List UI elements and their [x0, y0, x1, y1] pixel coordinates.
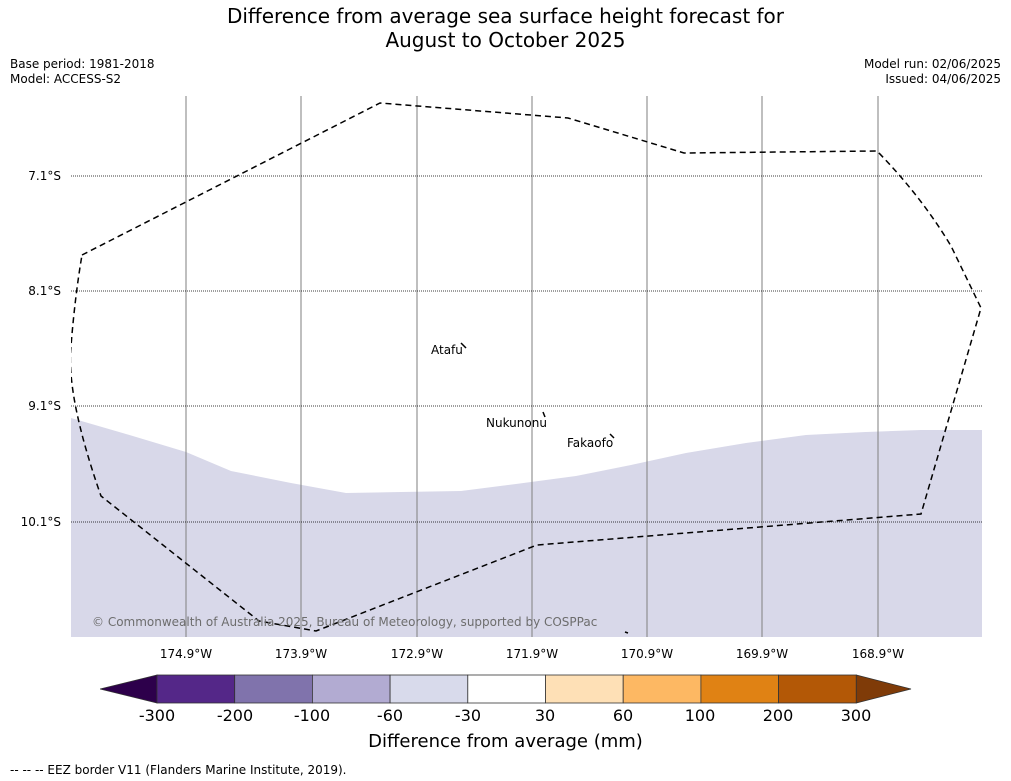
colorbar-seg-4 [389, 674, 469, 704]
lon-label-171-9: 171.9°W [505, 647, 559, 661]
cb-tick-100: 100 [684, 706, 716, 725]
lat-label-10-1: 10.1°S [20, 515, 61, 529]
eez-border [71, 102, 982, 632]
lon-label-172-9: 172.9°W [390, 647, 444, 661]
place-fakaofo: Fakaofo [567, 436, 614, 450]
base-period: Base period: 1981-2018 [10, 57, 155, 71]
model-name: Model: ACCESS-S2 [10, 72, 122, 86]
place-nukunonu: Nukunonu [486, 416, 547, 430]
map-area[interactable] [71, 96, 982, 637]
cb-tick-200: 200 [762, 706, 794, 725]
lon-label-174-9: 174.9°W [159, 647, 213, 661]
colorbar-seg-8 [700, 674, 780, 704]
colorbar-seg-7 [622, 674, 702, 704]
copyright-credit: © Commonwealth of Australia 2025, Bureau… [92, 615, 598, 629]
model-run: Model run: 02/06/2025 [863, 57, 1001, 71]
cb-tick-300: 300 [840, 706, 872, 725]
lon-label-173-9: 173.9°W [274, 647, 328, 661]
eez-legend: -- -- -- EEZ border V11 (Flanders Marine… [10, 763, 347, 777]
colorbar-extend-low [100, 674, 158, 704]
meta-left: Base period: 1981-2018 Model: ACCESS-S2 [10, 57, 155, 87]
lon-label-169-9: 169.9°W [735, 647, 789, 661]
issued-date: Issued: 04/06/2025 [885, 72, 1001, 86]
lon-label-168-9: 168.9°W [851, 647, 905, 661]
title-line-2: August to October 2025 [385, 28, 626, 52]
lat-label-7-1: 7.1°S [28, 169, 61, 183]
anomaly-band [71, 418, 982, 637]
colorbar-seg-3 [311, 674, 391, 704]
atafu-atoll [460, 342, 467, 349]
nukunonu-atoll [542, 411, 546, 418]
colorbar-seg-5 [467, 674, 546, 704]
chart-title: Difference from average sea surface heig… [0, 4, 1011, 52]
meridian-lines [185, 96, 879, 637]
colorbar-seg-6 [545, 674, 624, 704]
cb-tick-60: 60 [612, 706, 634, 725]
place-atafu: Atafu [431, 343, 463, 357]
cb-tick-30: 30 [534, 706, 556, 725]
colorbar-seg-1 [156, 674, 236, 704]
map-canvas [71, 96, 982, 637]
lon-label-170-9: 170.9°W [620, 647, 674, 661]
cb-tick-neg60: -60 [376, 706, 404, 725]
cb-tick-neg100: -100 [293, 706, 331, 725]
lat-label-9-1: 9.1°S [28, 399, 61, 413]
colorbar-title: Difference from average (mm) [368, 731, 643, 752]
cb-tick-neg30: -30 [454, 706, 482, 725]
lat-label-8-1: 8.1°S [28, 284, 61, 298]
small-islet [624, 631, 629, 634]
colorbar [100, 674, 912, 704]
title-line-1: Difference from average sea surface heig… [226, 4, 785, 28]
fakaofo-atoll [609, 433, 615, 439]
colorbar-seg-9 [778, 674, 857, 704]
cb-tick-neg200: -200 [216, 706, 254, 725]
colorbar-seg-2 [234, 674, 313, 704]
colorbar-extend-high [855, 674, 912, 704]
meta-right: Model run: 02/06/2025 Issued: 04/06/2025 [864, 57, 1001, 87]
cb-tick-neg300: -300 [138, 706, 176, 725]
